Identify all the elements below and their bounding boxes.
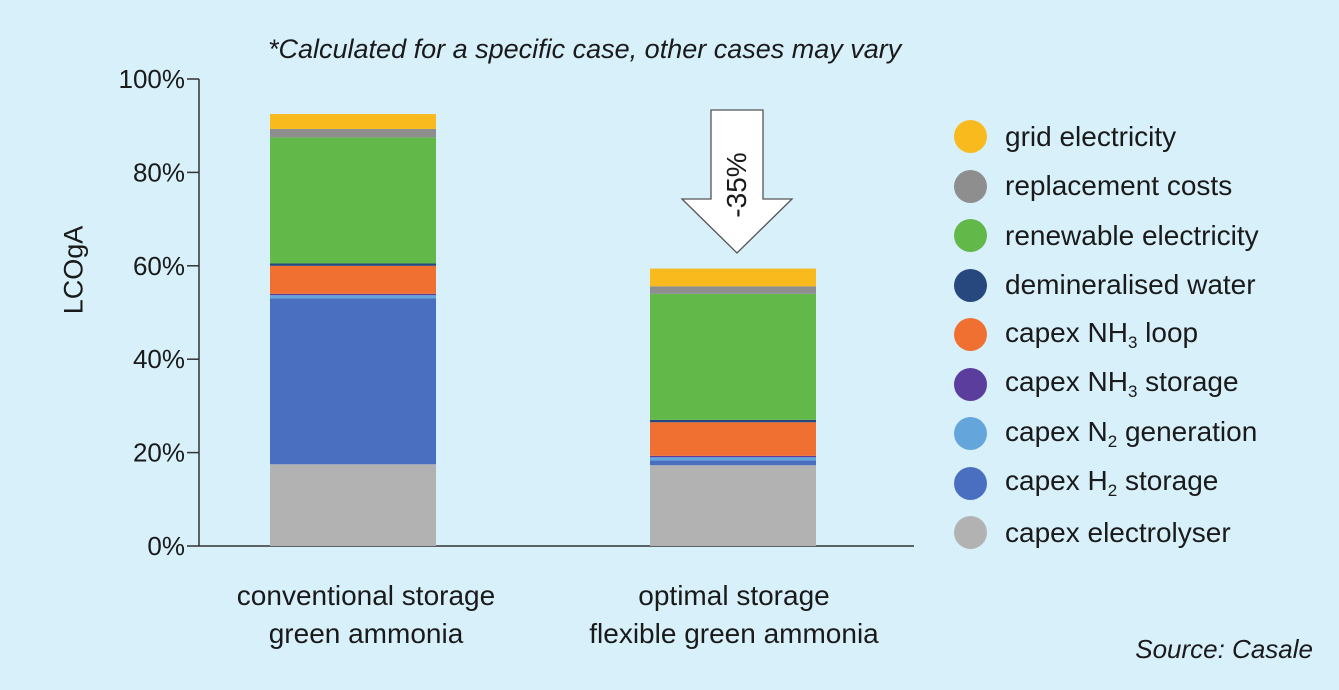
legend-label: demineralised water: [1005, 269, 1256, 301]
y-tick-label: 0%: [147, 531, 185, 561]
legend-item: capex NH3 storage: [954, 360, 1259, 410]
bar-segment-demineralised-water: [650, 419, 816, 423]
legend-label: capex electrolyser: [1005, 516, 1231, 548]
bar-segment-renewable-electricity: [270, 137, 436, 264]
bar-segment-capex-h2-storage: [270, 298, 436, 465]
y-axis-label: LCOgA: [58, 225, 89, 315]
legend-swatch: [954, 417, 987, 451]
legend-label: capex H2 storage: [1005, 465, 1219, 501]
legend-item: demineralised water: [954, 261, 1259, 311]
legend-item: capex electrolyser: [954, 508, 1259, 558]
legend-label: replacement costs: [1005, 170, 1233, 202]
bar-segment-renewable-electricity: [650, 293, 816, 420]
bar-segment-capex-nh3-loop: [650, 422, 816, 456]
reduction-label: -35%: [721, 152, 752, 217]
legend-swatch: [954, 219, 987, 253]
legend-swatch: [954, 120, 987, 154]
legend-label: renewable electricity: [1005, 219, 1259, 251]
bar-segment-capex-nh3-loop: [270, 265, 436, 294]
legend-item: capex NH3 loop: [954, 310, 1259, 360]
bar-segment-capex-electrolyser: [270, 464, 436, 546]
legend-swatch: [954, 367, 987, 401]
legend-swatch: [954, 169, 987, 203]
bar-segment-replacement-costs: [270, 128, 436, 138]
legend-item: grid electricity: [954, 112, 1259, 162]
bar-segment-capex-n2-generation: [650, 457, 816, 461]
bar-segment-capex-n2-generation: [270, 295, 436, 299]
bar-segment-capex-nh3-storage: [270, 293, 436, 296]
legend: grid electricity replacement costs renewab…: [954, 112, 1259, 558]
bar-segment-grid-electricity: [270, 114, 436, 129]
bar-segment-capex-h2-storage: [650, 460, 816, 466]
category-label-optimal: optimal storage flexible green ammonia: [589, 580, 879, 649]
legend-swatch: [954, 318, 987, 352]
legend-label: grid electricity: [1005, 120, 1177, 152]
legend-swatch: [954, 268, 987, 302]
bar-segment-replacement-costs: [650, 286, 816, 294]
bar-segment-capex-nh3-storage: [650, 455, 816, 458]
legend-swatch: [954, 516, 987, 550]
y-tick-label: 40%: [133, 344, 185, 374]
category-label-conventional: conventional storage green ammonia: [236, 580, 496, 649]
legend-item: capex N2 generation: [954, 409, 1259, 459]
source-credit: Source: Casale: [1135, 634, 1313, 664]
bar-segment-grid-electricity: [650, 268, 816, 287]
legend-label: capex NH3 loop: [1005, 316, 1199, 352]
reduction-arrow: [680, 109, 794, 254]
y-tick-label: 20%: [133, 438, 185, 468]
legend-item: capex H2 storage: [954, 459, 1259, 509]
y-tick-label: 80%: [133, 157, 185, 187]
bar-segment-capex-electrolyser: [650, 465, 816, 546]
legend-label: capex NH3 storage: [1005, 366, 1239, 402]
legend-item: renewable electricity: [954, 211, 1259, 261]
bar-segment-demineralised-water: [270, 263, 436, 266]
chart-note: *Calculated for a specific case, other c…: [268, 34, 902, 64]
y-tick-label: 60%: [133, 251, 185, 281]
y-tick-label: 100%: [119, 64, 186, 94]
legend-swatch: [954, 466, 987, 500]
legend-item: replacement costs: [954, 162, 1259, 212]
legend-label: capex N2 generation: [1005, 415, 1258, 451]
